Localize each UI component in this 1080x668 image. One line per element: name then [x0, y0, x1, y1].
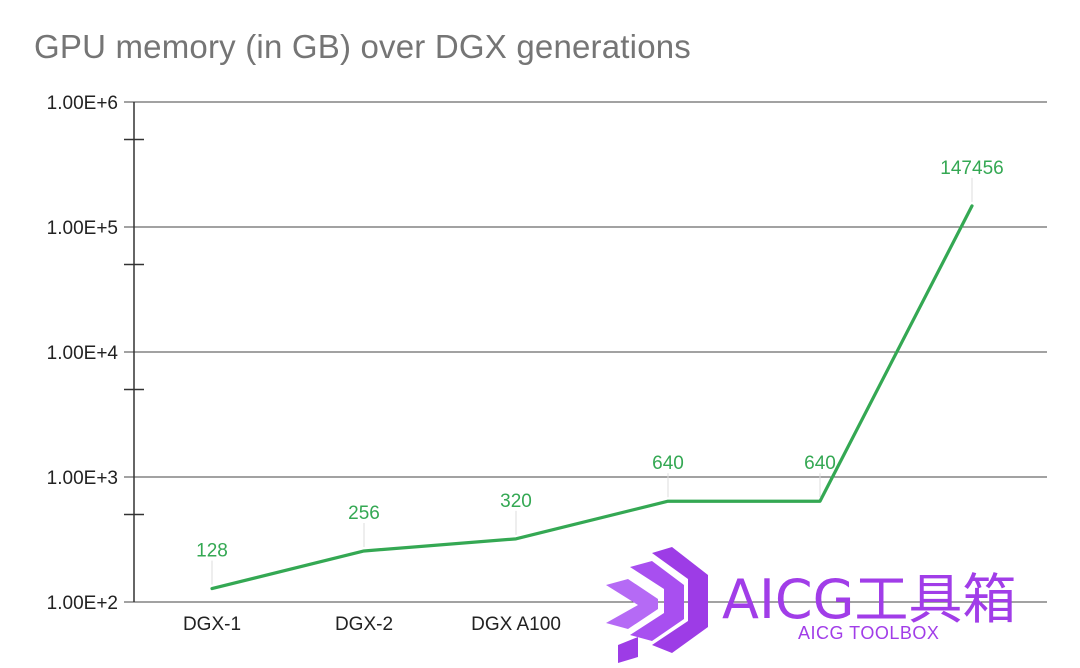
- data-label: 320: [500, 491, 532, 512]
- gridlines: [124, 101, 1047, 603]
- chart-title: GPU memory (in GB) over DGX generations: [34, 28, 692, 65]
- series-line: [210, 204, 974, 591]
- data-label: 640: [804, 453, 836, 474]
- y-tick-label: 1.00E+5: [47, 218, 118, 239]
- y-axis: [124, 102, 144, 602]
- y-tick-label: 1.00E+2: [47, 593, 118, 614]
- y-tick-label: 1.00E+3: [47, 468, 118, 489]
- data-label: 128: [196, 541, 228, 562]
- watermark: AICG工具箱 AICG TOOLBOX: [600, 545, 1070, 663]
- y-tick-label: 1.00E+4: [47, 343, 119, 364]
- toolbox-logo-icon: [606, 547, 708, 663]
- series-layer: [210, 204, 974, 591]
- x-tick-label: DGX-1: [183, 614, 241, 635]
- watermark-text: AICG工具箱: [722, 568, 1017, 631]
- data-label: 147456: [940, 158, 1003, 179]
- y-tick-label: 1.00E+6: [47, 93, 118, 114]
- y-tick-labels: 1.00E+2 1.00E+3 1.00E+4 1.00E+5 1.00E+6: [47, 93, 119, 614]
- x-tick-label: DGX A100: [471, 614, 561, 635]
- data-label: 640: [652, 453, 684, 474]
- watermark-subtext: AICG TOOLBOX: [798, 623, 940, 643]
- x-tick-labels: DGX-1 DGX-2 DGX A100: [183, 614, 561, 635]
- data-label: 256: [348, 503, 380, 524]
- x-tick-label: DGX-2: [335, 614, 393, 635]
- data-labels: 128 256 320 640 640 147456: [196, 158, 1004, 585]
